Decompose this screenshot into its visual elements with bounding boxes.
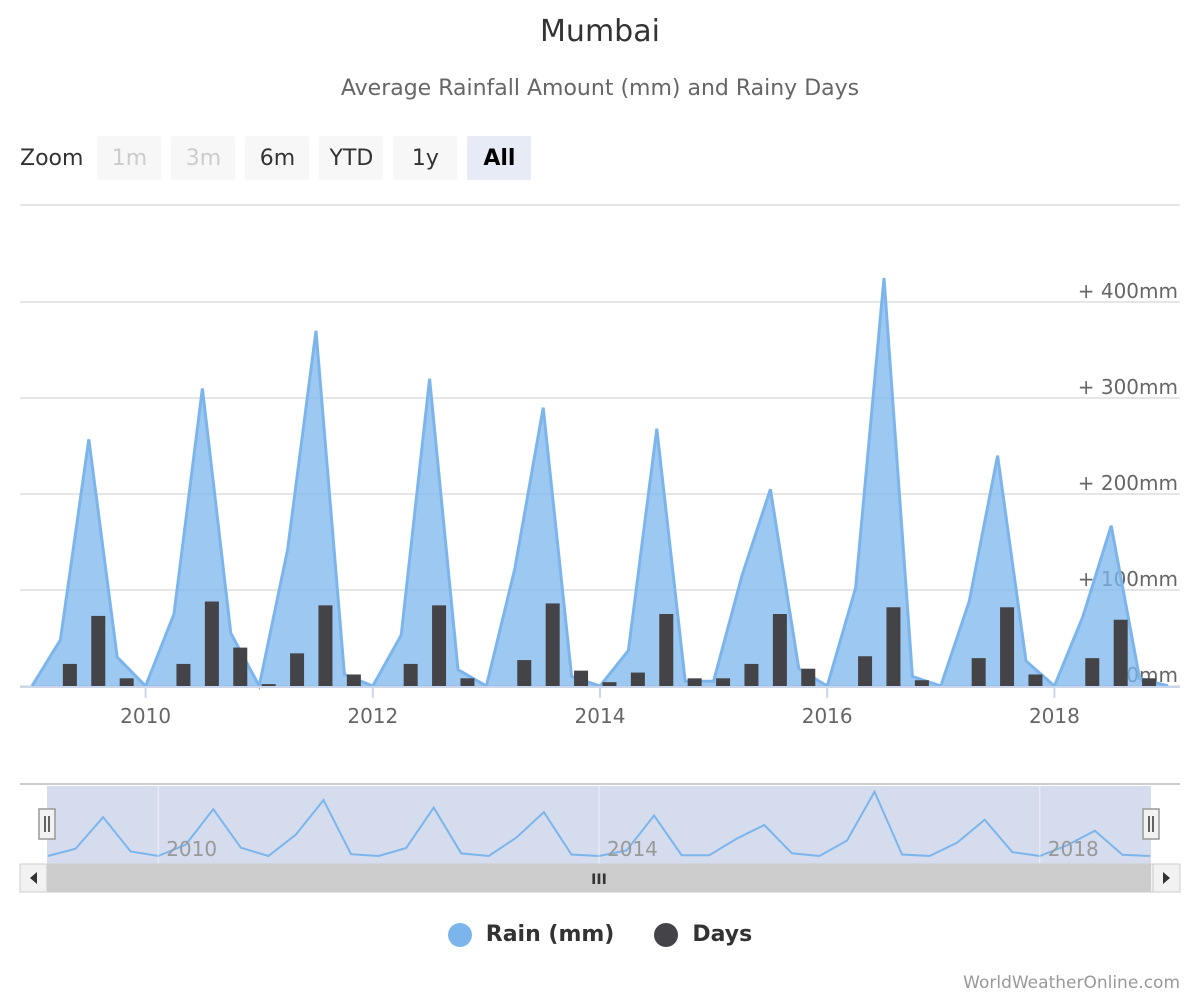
navigator-handle[interactable] [38,808,56,840]
scrollbar-grip-icon: III [591,872,607,888]
navigator-tick-label: 2010 [166,837,217,861]
days-bar [290,653,305,686]
days-bar [602,682,617,686]
days-bar [574,670,589,686]
days-bar [744,663,759,686]
days-bar [801,668,816,686]
days-bar [630,672,645,686]
days-bar [318,605,333,686]
legend-item-rain[interactable]: Rain (mm) [447,922,615,947]
navigator-handle[interactable] [1142,808,1160,840]
y-tick-label: + 400mm [1078,279,1178,303]
navigator-tick-label: 2018 [1048,837,1099,861]
legend-dot-days [654,922,679,947]
days-bar [91,615,106,686]
legend-label-rain: Rain (mm) [485,922,615,947]
zoom-3m-button[interactable]: 3m [171,136,236,180]
days-bar [659,614,674,686]
y-tick-label: + 300mm [1078,375,1178,399]
zoom-label: Zoom [20,145,84,171]
x-tick-label: 2012 [347,704,398,728]
navigator-tick-label: 2014 [607,837,658,861]
days-bar [1085,658,1100,686]
days-bar [62,663,77,686]
credit-link[interactable]: WorldWeatherOnline.com [963,973,1180,993]
x-tick-label: 2016 [802,704,853,728]
x-tick-label: 2014 [575,704,626,728]
days-bar [772,614,787,686]
days-bar [858,656,873,686]
days-bar [233,647,248,686]
days-bar [1028,674,1043,686]
x-tick-label: 2010 [120,704,171,728]
days-bar [119,678,134,686]
chart-legend: Rain (mm) Days [0,922,1200,947]
days-bar [261,684,276,686]
days-bar [687,678,702,686]
scroll-left-arrow-icon [30,872,37,884]
days-bar [971,658,986,686]
zoom-all-button[interactable]: All [467,136,532,180]
days-bar [914,680,929,686]
days-bar [886,607,901,686]
days-bar [346,674,361,686]
chart-subtitle: Average Rainfall Amount (mm) and Rainy D… [340,76,860,101]
days-bar [460,678,475,686]
zoom-1m-button[interactable]: 1m [97,136,162,180]
days-bar [1113,619,1128,686]
chart-title: Mumbai [540,14,660,49]
legend-label-days: Days [692,922,753,947]
scroll-right-arrow-icon [1163,872,1170,884]
zoom-6m-button[interactable]: 6m [245,136,310,180]
days-bar [716,678,731,686]
days-bar [517,660,532,686]
legend-dot-rain [447,922,472,947]
days-bar [432,605,447,686]
zoom-toolbar: Zoom 1m 3m 6m YTD 1y All [20,136,541,180]
days-bar [204,601,219,686]
rain-area [32,278,1168,686]
zoom-ytd-button[interactable]: YTD [319,136,384,180]
days-bar [1142,678,1157,686]
legend-item-days[interactable]: Days [654,922,752,947]
zoom-1y-button[interactable]: 1y [393,136,458,180]
days-bar [403,663,418,686]
days-bar [176,663,191,686]
y-tick-label: + 200mm [1078,471,1178,495]
days-bar [1000,607,1015,686]
days-bar [545,603,560,686]
x-tick-label: 2018 [1029,704,1080,728]
scrollbar-thumb[interactable] [47,864,1151,892]
